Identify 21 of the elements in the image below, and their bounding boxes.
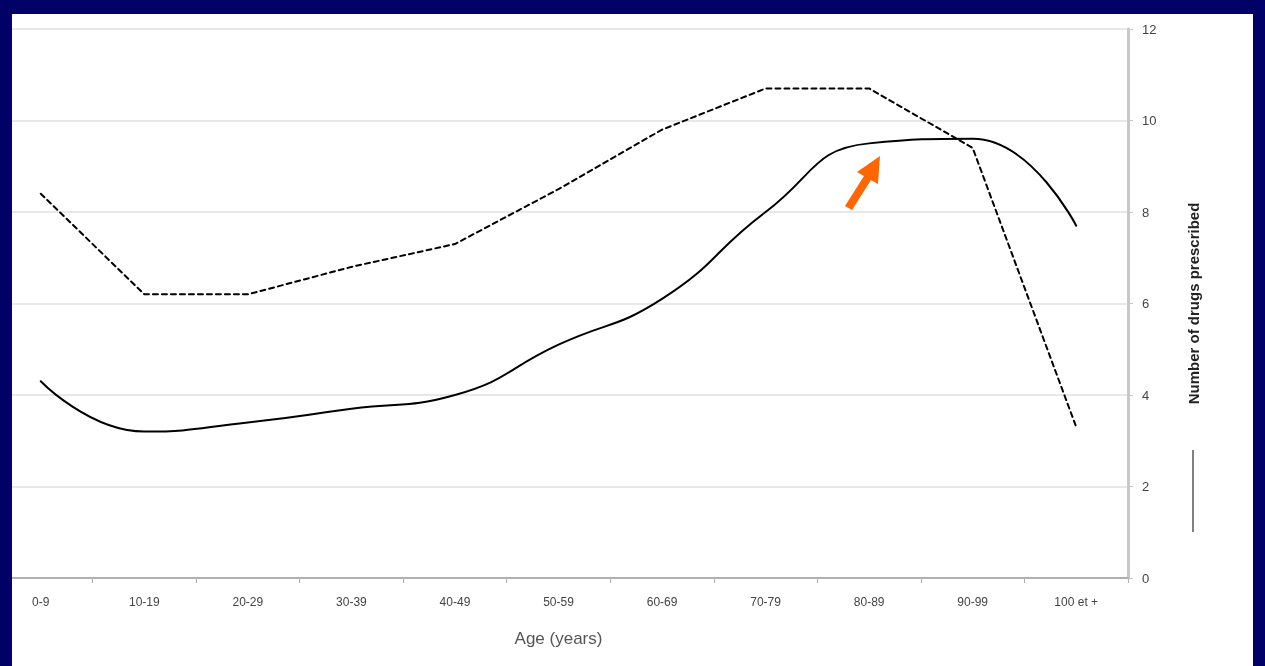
x-tick-label: 10-19	[128, 595, 160, 609]
x-tick-label: 40-49	[439, 595, 471, 609]
y-tick-label: 4	[1142, 387, 1150, 403]
y-tick-label: 2	[1142, 479, 1150, 494]
x-tick-label: 20-29	[232, 595, 264, 609]
x-tick-label: 70-79	[750, 595, 782, 609]
y-tick-label: 6	[1142, 296, 1150, 311]
x-tick-label: 60-69	[646, 595, 678, 609]
x-tick-label: 90-99	[957, 595, 989, 609]
x-tick-label: 50-59	[543, 595, 575, 609]
x-tick-label: 100 et +	[1054, 595, 1099, 609]
y-tick-label: 0	[1142, 570, 1150, 586]
y-tick-label: 8	[1142, 204, 1150, 220]
x-tick-label: 80-89	[853, 595, 885, 609]
y-axis-title: Number of drugs prescribed	[1185, 202, 1202, 405]
x-axis-title: Age (years)	[514, 629, 603, 648]
line-series	[39, 87, 1078, 429]
y-tick-label: 12	[1142, 21, 1157, 37]
x-tick-label: 30-39	[336, 595, 368, 609]
x-tick-label: 0-9	[32, 595, 50, 609]
y-tick-label: 10	[1142, 113, 1157, 128]
